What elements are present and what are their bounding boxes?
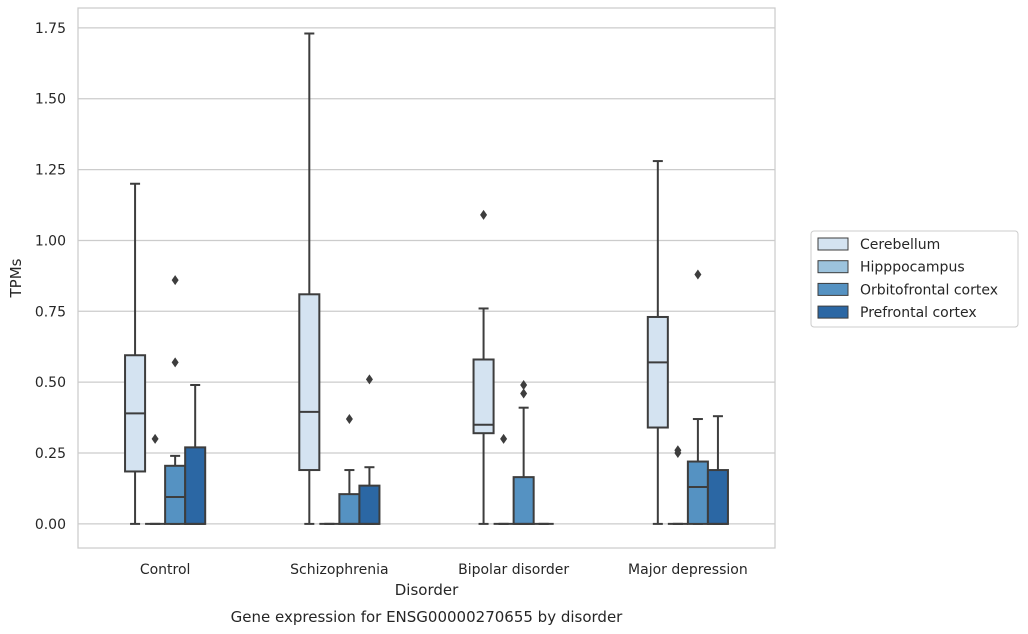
legend-swatch (817, 260, 849, 274)
legend: Cerebellum Hipppocampus Orbitofrontal cort… (810, 230, 1019, 328)
outlier-point (520, 380, 528, 391)
box-1-3 (667, 445, 688, 525)
box-body (358, 484, 381, 525)
box-body (298, 293, 321, 472)
box-1-0 (145, 433, 166, 525)
box-3-0 (184, 384, 207, 525)
x-axis-title: Disorder (395, 581, 459, 599)
x-tick-label: Major depression (628, 562, 748, 578)
box-body (706, 469, 729, 525)
boxes (124, 32, 729, 525)
x-tick-label: Schizophrenia (290, 562, 388, 578)
outlier-point (480, 209, 488, 220)
box-3-3 (706, 415, 729, 525)
box-body (512, 476, 535, 525)
y-tick-labels: 0.00 0.25 0.50 0.75 1.00 1.25 1.50 1.75 (35, 21, 66, 533)
y-tick-label: 0.25 (35, 446, 66, 462)
outlier-point (674, 445, 682, 456)
box-2-2 (512, 380, 535, 525)
y-tick-label: 0.00 (35, 517, 66, 533)
y-tick-label: 0.50 (35, 375, 66, 391)
box-0-2 (472, 209, 495, 525)
x-tick-label: Bipolar disorder (458, 562, 569, 578)
box-body (686, 460, 709, 525)
box-2-3 (686, 269, 709, 525)
box-3-1 (358, 374, 381, 525)
legend-swatch (817, 282, 849, 296)
legend-label: Orbitofrontal cortex (860, 282, 998, 298)
y-tick-label: 1.00 (35, 233, 66, 249)
plot-frame (77, 7, 776, 549)
outlier-point (694, 269, 702, 280)
legend-swatch (817, 305, 849, 319)
box-0-1 (298, 32, 321, 525)
y-tick-label: 0.75 (35, 304, 66, 320)
legend-label: Hipppocampus (860, 260, 965, 276)
box-2-1 (338, 414, 361, 525)
legend-frame (810, 230, 1019, 328)
y-tick-label: 1.50 (35, 92, 66, 108)
outlier-point (365, 374, 373, 385)
box-0-3 (646, 160, 669, 525)
x-tick-label: Control (140, 562, 191, 578)
box-body (164, 464, 187, 525)
box-body (338, 493, 361, 525)
outlier-point (171, 357, 179, 368)
y-tick-label: 1.25 (35, 163, 66, 179)
box-0-0 (124, 182, 147, 525)
legend-label: Cerebellum (860, 237, 940, 253)
box-body (184, 446, 207, 525)
box-body (472, 358, 495, 435)
box-1-2 (493, 433, 514, 525)
y-tick-label: 1.75 (35, 21, 66, 37)
outlier-point (520, 388, 528, 399)
legend-label: Prefrontal cortex (860, 305, 977, 321)
chart-caption: Gene expression for ENSG00000270655 by d… (231, 608, 624, 626)
y-axis-title: TPMs (7, 258, 25, 298)
box-body (646, 315, 669, 429)
outlier-point (500, 433, 508, 444)
legend-swatch (817, 237, 849, 251)
outlier-point (151, 433, 159, 444)
x-tick-labels: Control Schizophrenia Bipolar disorder Majo… (140, 562, 748, 578)
outlier-point (171, 275, 179, 286)
outlier-point (345, 414, 353, 425)
